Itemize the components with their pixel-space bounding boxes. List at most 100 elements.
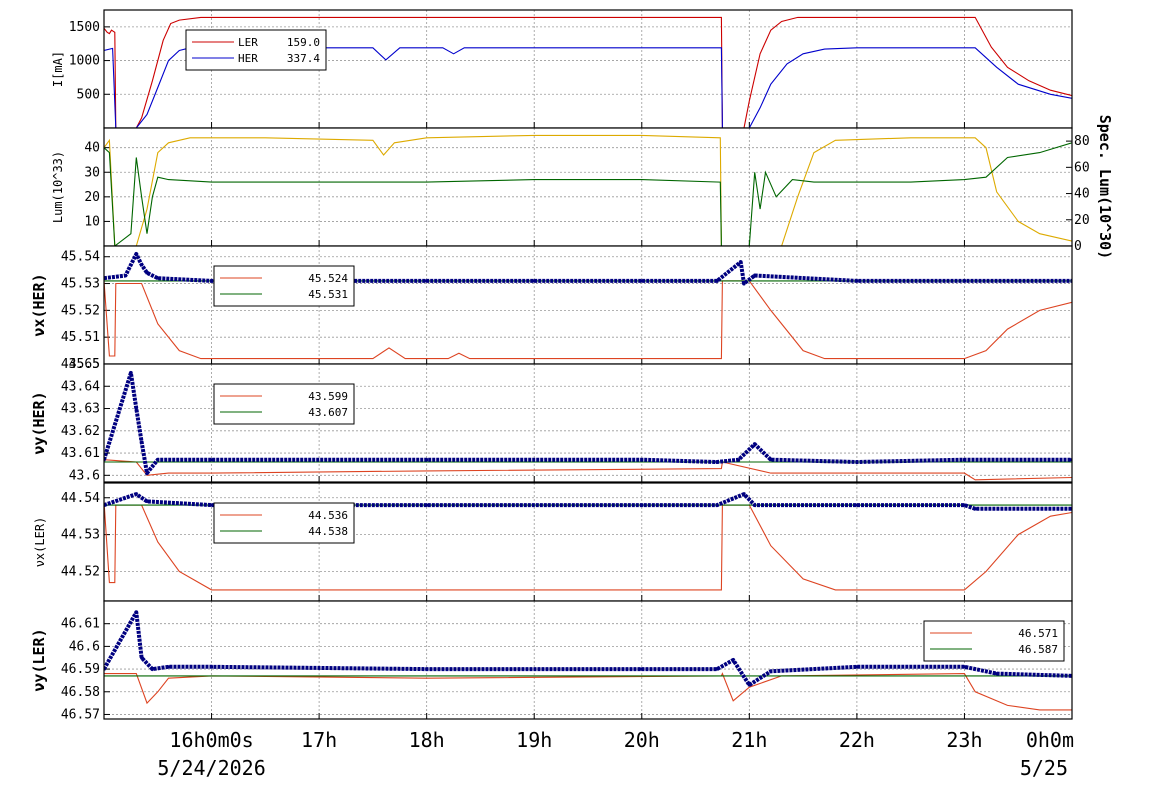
y-tick-label: 30 bbox=[84, 165, 100, 180]
legend-value: 46.571 bbox=[1018, 627, 1058, 640]
data-point bbox=[640, 667, 644, 671]
legend-series-name: LER bbox=[238, 36, 258, 49]
y-tick-label: 45.5 bbox=[69, 357, 100, 372]
series-markers-markers bbox=[104, 610, 1072, 687]
legend-box bbox=[923, 620, 1065, 662]
data-point bbox=[962, 458, 966, 462]
y-tick-label: 43.65 bbox=[61, 357, 100, 372]
panel-background bbox=[104, 128, 1072, 246]
y-tick-label: 46.6 bbox=[69, 639, 100, 654]
data-point bbox=[425, 503, 429, 507]
data-point bbox=[140, 656, 144, 660]
legend: 45.524 45.531 bbox=[213, 265, 355, 307]
data-point bbox=[129, 371, 133, 375]
data-point bbox=[769, 669, 773, 673]
legend: 46.571 46.587 bbox=[923, 620, 1065, 662]
data-point bbox=[104, 503, 106, 507]
data-point bbox=[167, 665, 171, 669]
data-point bbox=[962, 503, 966, 507]
legend-value: 159.0 bbox=[287, 36, 320, 49]
data-point bbox=[1070, 674, 1072, 678]
data-point bbox=[134, 407, 138, 411]
x-tick-label: 16h0m0s bbox=[169, 728, 253, 752]
x-tick-label: 18h bbox=[409, 728, 445, 752]
data-point bbox=[742, 282, 746, 286]
y-tick-label: 46.59 bbox=[61, 662, 100, 677]
data-point bbox=[995, 672, 999, 676]
data-point bbox=[156, 276, 160, 280]
data-point bbox=[104, 458, 106, 462]
legend: 43.599 43.607 bbox=[213, 383, 355, 425]
legend-box bbox=[185, 29, 327, 71]
data-point bbox=[962, 665, 966, 669]
data-point bbox=[973, 507, 977, 511]
data-point bbox=[855, 279, 859, 283]
x-tick-label: 0h0m bbox=[1026, 728, 1074, 752]
data-point bbox=[145, 471, 149, 475]
data-point bbox=[640, 279, 644, 283]
legend-box bbox=[213, 383, 355, 425]
y-axis-label: νy(LER) bbox=[30, 628, 48, 691]
legend-box bbox=[213, 265, 355, 307]
series-her-line bbox=[104, 47, 1072, 128]
series-setting-line bbox=[104, 672, 1072, 711]
data-point bbox=[855, 503, 859, 507]
x-tick-label: 22h bbox=[839, 728, 875, 752]
legend-value: 43.607 bbox=[308, 406, 348, 419]
legend-box bbox=[213, 502, 355, 544]
x-tick-label: 20h bbox=[624, 728, 660, 752]
data-point bbox=[731, 658, 735, 662]
series-lum-line bbox=[104, 142, 1072, 246]
data-point bbox=[124, 274, 128, 277]
y-tick-label: 45.51 bbox=[61, 330, 100, 345]
date-end-label: 5/25 bbox=[1020, 756, 1068, 780]
data-point bbox=[1070, 507, 1072, 511]
data-point bbox=[640, 458, 644, 462]
data-point bbox=[134, 252, 138, 256]
legend-value: 337.4 bbox=[287, 52, 320, 65]
data-point bbox=[425, 667, 429, 671]
date-start-label: 5/24/2026 bbox=[157, 756, 265, 780]
data-point bbox=[753, 274, 757, 277]
data-point bbox=[715, 503, 719, 507]
y-tick-label: 45.54 bbox=[61, 250, 100, 265]
y-tick-label: 46.58 bbox=[61, 685, 100, 700]
data-point bbox=[134, 492, 138, 496]
data-point bbox=[210, 458, 214, 462]
panel-nux-ler: 44.52 44.53 44.54 νx(LER) 44.536 44.538 bbox=[33, 482, 1073, 602]
data-point bbox=[753, 442, 757, 446]
right-y-tick-label: 60 bbox=[1074, 160, 1090, 175]
panel-nuy-her: 43.6 43.61 43.62 43.63 43.64 43.65 νy(HER) 43.5… bbox=[30, 357, 1073, 483]
data-point bbox=[855, 460, 859, 464]
data-point bbox=[715, 460, 719, 464]
series-spec-lum-line bbox=[104, 134, 1072, 246]
data-point bbox=[1070, 279, 1072, 283]
y-tick-label: 20 bbox=[84, 190, 100, 205]
y-tick-label: 1000 bbox=[69, 54, 100, 69]
data-point bbox=[145, 271, 149, 275]
right-y-tick-label: 40 bbox=[1074, 187, 1090, 202]
right-y-tick-label: 20 bbox=[1074, 213, 1090, 228]
right-y-axis-label: Spec. Lum(10^30) bbox=[1096, 115, 1114, 260]
data-point bbox=[425, 458, 429, 462]
data-point bbox=[210, 503, 214, 507]
legend-value: 44.538 bbox=[308, 525, 348, 538]
panel-frame bbox=[103, 600, 1073, 720]
data-point bbox=[747, 683, 751, 687]
x-tick-label: 17h bbox=[301, 728, 337, 752]
data-point bbox=[715, 667, 719, 671]
data-point bbox=[640, 503, 644, 507]
panel-current: 500 1000 1500 I[mA] LER 159.0 HER 337.4 bbox=[51, 9, 1073, 129]
series-ler-line bbox=[104, 16, 1072, 128]
x-tick-label: 23h bbox=[946, 728, 982, 752]
data-point bbox=[134, 610, 138, 614]
data-point bbox=[1070, 458, 1072, 462]
legend-series-name: HER bbox=[238, 52, 258, 65]
y-axis-label: Lum(10^33) bbox=[51, 151, 65, 223]
y-tick-label: 43.64 bbox=[61, 379, 100, 394]
data-point bbox=[737, 458, 741, 462]
data-point bbox=[104, 667, 106, 671]
